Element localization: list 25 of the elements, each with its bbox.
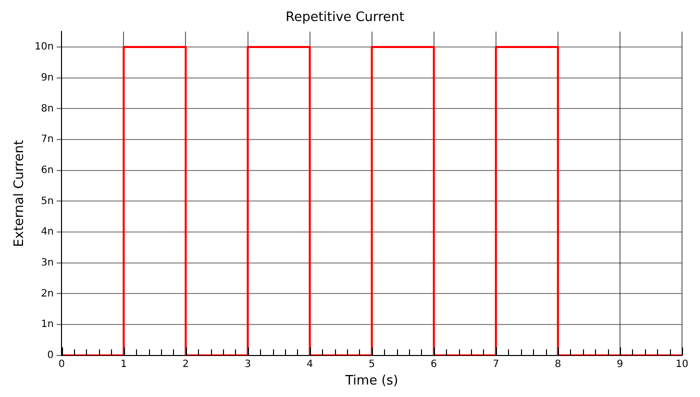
x-tick-label: 3 (244, 358, 251, 370)
x-axis-title: Time (s) (344, 374, 398, 389)
x-tick-label: 6 (430, 358, 438, 370)
y-axis-title: External Current (12, 140, 28, 247)
x-tick-label: 1 (120, 358, 127, 370)
chart-title: Repetitive Current (286, 10, 404, 26)
y-tick-label: 7n (40, 134, 54, 146)
x-tick-label: 0 (58, 358, 65, 370)
y-tick-label: 10n (34, 42, 54, 53)
x-tick-label: 2 (182, 358, 189, 370)
x-tick-label: 5 (368, 358, 376, 370)
x-tick-label: 10 (676, 358, 688, 370)
x-tick-label: 7 (492, 358, 500, 370)
y-tick-label: 6n (40, 164, 54, 176)
y-tick-label: 9n (40, 72, 54, 84)
y-tick-label: 2n (40, 288, 54, 300)
y-tick-label: 8n (40, 103, 54, 114)
y-tick-label: 1n (40, 319, 54, 330)
x-tick-label: 9 (616, 358, 624, 370)
y-tick-label: 0 (47, 350, 54, 361)
x-tick-label: 8 (554, 358, 562, 370)
y-tick-label: 3n (40, 257, 54, 268)
y-tick-label: 4n (40, 226, 54, 238)
x-tick-label: 4 (306, 358, 313, 370)
y-tick-label: 5n (40, 196, 54, 207)
